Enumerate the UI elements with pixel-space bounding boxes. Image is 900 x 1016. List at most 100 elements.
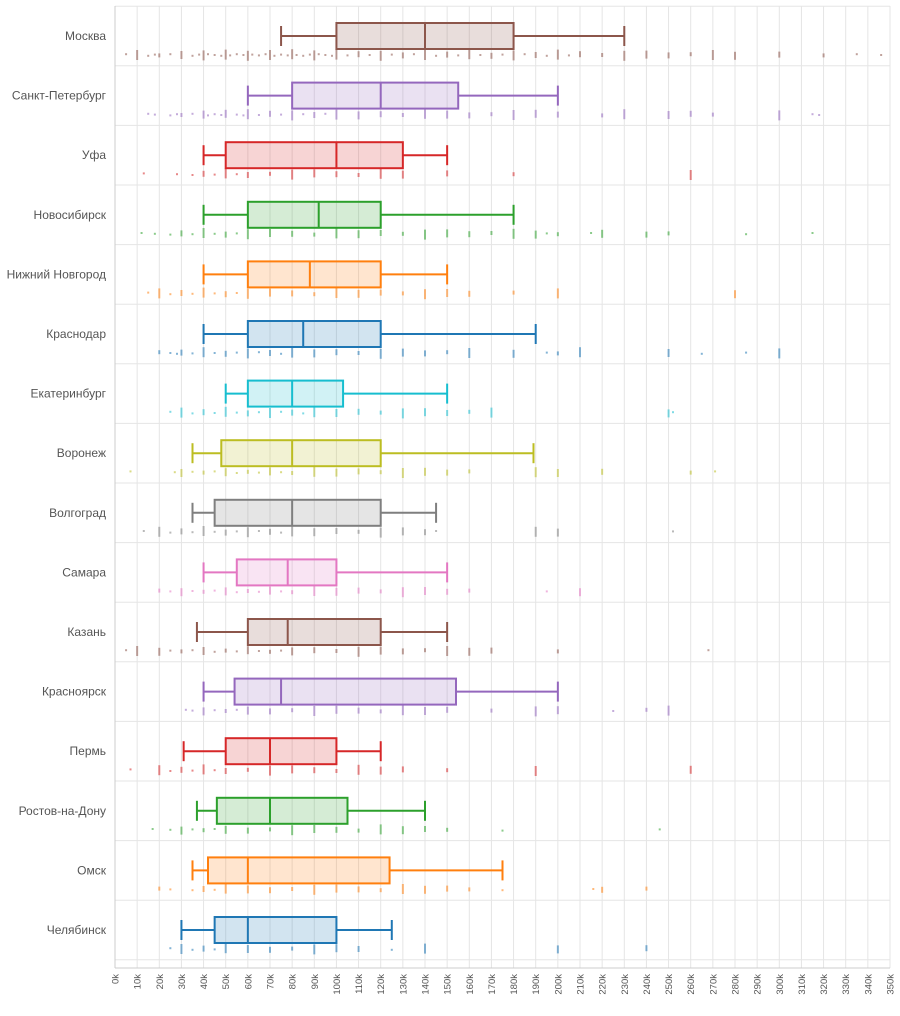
data-point [623, 109, 626, 120]
data-point [545, 351, 548, 354]
data-point [269, 229, 271, 237]
data-point [468, 409, 471, 414]
data-point [424, 826, 426, 832]
data-point [707, 649, 710, 652]
data-point [490, 52, 493, 59]
data-point [151, 828, 154, 830]
data-point [335, 49, 338, 60]
data-point [689, 765, 692, 774]
data-point [645, 886, 648, 891]
data-point [490, 708, 493, 713]
data-point [213, 173, 216, 176]
x-tick-label: 140k [421, 974, 432, 995]
data-point [246, 469, 249, 474]
data-point [235, 530, 238, 533]
data-point [534, 526, 537, 537]
data-point [173, 471, 176, 474]
data-point [291, 765, 294, 774]
data-point [424, 50, 426, 60]
data-point [667, 349, 670, 357]
data-point [220, 114, 223, 116]
data-point [202, 886, 205, 892]
box-iqr [246, 200, 382, 229]
data-point [745, 233, 748, 236]
data-point [490, 647, 493, 654]
data-point [224, 529, 227, 536]
data-point [523, 53, 526, 56]
data-point [446, 51, 449, 58]
data-point [601, 229, 604, 238]
data-point [556, 351, 559, 356]
data-point [180, 826, 183, 835]
data-point [286, 54, 289, 57]
data-point [667, 111, 670, 119]
data-point [401, 52, 404, 59]
x-tick-label: 250k [664, 974, 675, 995]
data-point [129, 470, 132, 473]
data-point [224, 648, 227, 653]
data-point [512, 50, 515, 61]
data-point [357, 529, 360, 534]
data-point [855, 53, 858, 56]
data-point [125, 649, 128, 652]
data-point [556, 232, 559, 237]
data-point [147, 54, 150, 57]
data-point [180, 944, 183, 954]
data-point [313, 825, 316, 833]
data-point [556, 706, 559, 715]
data-point [368, 54, 371, 56]
category-label: Нижний Новгород [7, 267, 106, 281]
data-point [811, 232, 814, 234]
x-tick-label: 310k [797, 974, 808, 995]
data-point [280, 113, 283, 116]
data-point [246, 348, 249, 359]
x-tick-label: 120k [376, 974, 387, 995]
data-point [689, 110, 692, 117]
data-point [446, 885, 449, 892]
data-point [401, 766, 404, 773]
data-point [534, 766, 537, 776]
data-point [512, 290, 515, 295]
x-tick-label: 40k [199, 974, 210, 990]
data-point [158, 350, 161, 355]
data-point [136, 646, 139, 656]
data-point [257, 530, 260, 532]
data-point [446, 588, 449, 595]
data-point [213, 412, 216, 414]
data-point [379, 824, 382, 835]
data-point [169, 293, 172, 296]
data-point [501, 829, 504, 832]
data-point [213, 769, 216, 772]
data-point [401, 408, 404, 419]
x-tick-label: 20k [155, 974, 166, 990]
data-point [246, 288, 249, 299]
box-iqr [213, 916, 338, 944]
category-label: Москва [65, 29, 106, 43]
x-tick-label: 110k [354, 974, 365, 994]
data-point [672, 411, 674, 414]
box-iqr [224, 737, 338, 766]
category-label: Ростов-на-Дону [19, 804, 106, 818]
data-point [202, 409, 205, 416]
data-point [291, 409, 294, 416]
data-point [291, 290, 294, 297]
data-point [468, 290, 471, 297]
data-point [184, 708, 187, 711]
data-point [317, 53, 320, 56]
data-point [235, 292, 238, 294]
data-point [468, 231, 471, 238]
data-point [257, 351, 260, 354]
data-point [158, 588, 161, 593]
data-point [176, 113, 178, 116]
data-point [280, 590, 283, 593]
data-point [357, 764, 360, 775]
data-point [401, 170, 404, 179]
data-point [490, 112, 493, 117]
data-point [601, 886, 604, 893]
data-point [379, 111, 382, 118]
data-point [202, 647, 205, 655]
data-point [612, 710, 615, 712]
data-point [446, 410, 449, 416]
x-tick-label: 350k [886, 974, 897, 995]
